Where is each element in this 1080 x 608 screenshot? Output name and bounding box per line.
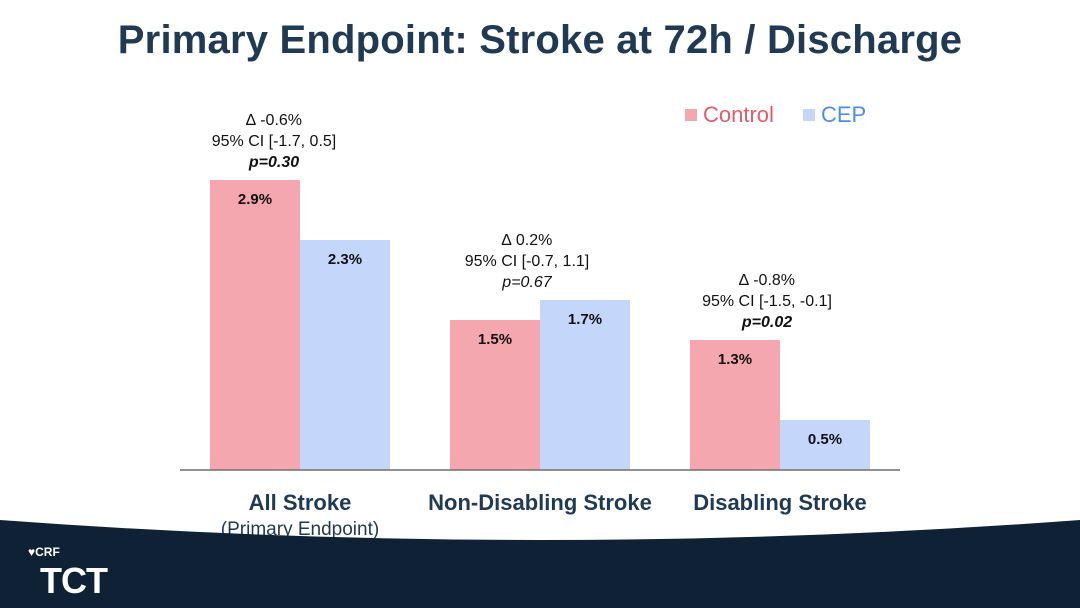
annotation-delta-1: ∆ -0.6% — [246, 112, 302, 129]
legend-swatch-control — [685, 109, 697, 121]
category-label-3: Disabling Stroke — [693, 490, 867, 515]
legend-item-cep: CEP — [803, 102, 866, 128]
bar-cep-3 — [780, 420, 870, 470]
legend-swatch-cep — [803, 109, 815, 121]
legend-item-control: Control — [685, 102, 774, 128]
annotation-delta-3: ∆ -0.8% — [739, 272, 795, 289]
crf-logo: ♥CRF — [28, 545, 60, 559]
data-label-control-2: 1.5% — [478, 331, 512, 348]
data-label-cep-1: 2.3% — [328, 251, 362, 268]
page-title: Primary Endpoint: Stroke at 72h / Discha… — [117, 18, 963, 62]
bar-control-1 — [210, 180, 300, 470]
tct-logo: TCT — [40, 560, 108, 601]
category-label-2: Non-Disabling Stroke — [428, 490, 652, 515]
bar-control-2 — [450, 320, 540, 470]
bar-cep-2 — [540, 300, 630, 470]
annotation-ci-1: 95% CI [-1.7, 0.5] — [212, 133, 337, 150]
annotation-ci-2: 95% CI [-0.7, 1.1] — [465, 253, 590, 270]
annotation-p-1: p=0.30 — [248, 154, 299, 171]
data-label-cep-2: 1.7% — [568, 311, 602, 328]
annotation-p-3: p=0.02 — [741, 314, 792, 331]
legend-label-control: Control — [703, 102, 774, 127]
bar-control-3 — [690, 340, 780, 470]
footer-band — [0, 520, 1080, 608]
category-label-1: All Stroke — [249, 490, 352, 515]
annotation-ci-3: 95% CI [-1.5, -0.1] — [702, 293, 832, 310]
data-label-control-3: 1.3% — [718, 351, 752, 368]
data-label-cep-3: 0.5% — [808, 431, 842, 448]
legend-label-cep: CEP — [821, 102, 867, 127]
bar-cep-1 — [300, 240, 390, 470]
annotation-p-2: p=0.67 — [501, 274, 552, 291]
annotation-delta-2: ∆ 0.2% — [502, 232, 553, 249]
data-label-control-1: 2.9% — [238, 191, 272, 208]
